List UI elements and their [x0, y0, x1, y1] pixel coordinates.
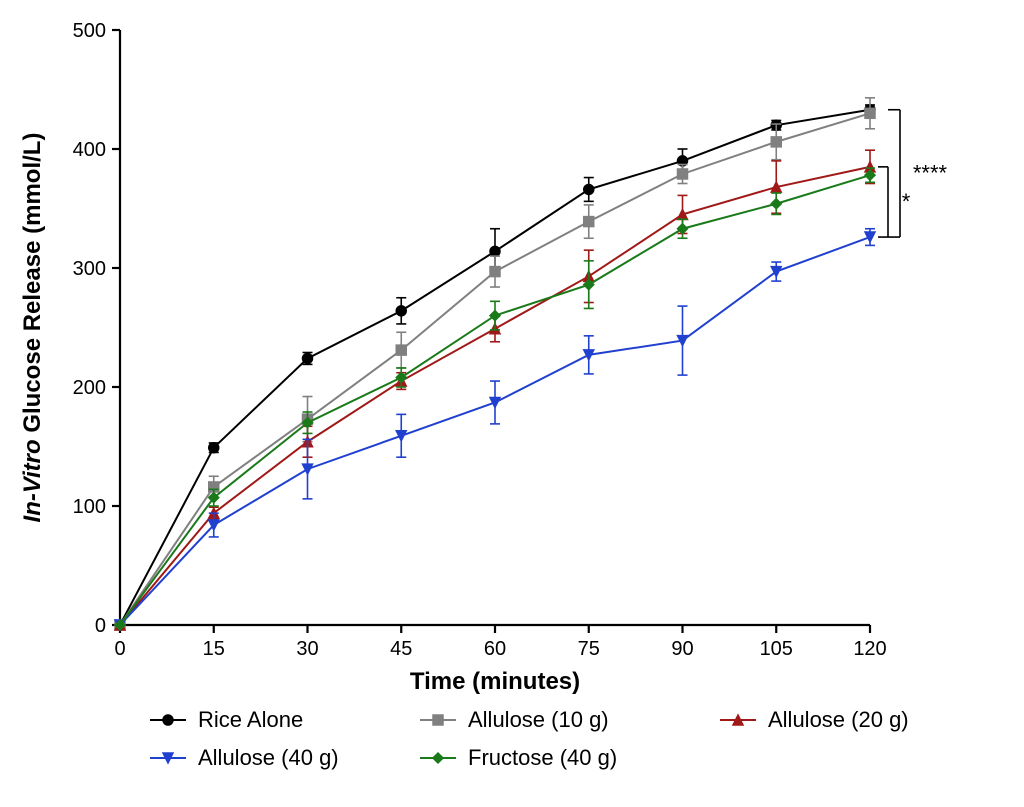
x-tick-label: 60 [484, 638, 506, 660]
x-tick-label: 30 [296, 638, 318, 660]
x-tick-label: 120 [853, 638, 886, 660]
y-tick-label: 200 [73, 377, 106, 399]
legend-label: Allulose (40 g) [198, 745, 339, 770]
x-tick-label: 45 [390, 638, 412, 660]
x-tick-label: 15 [203, 638, 225, 660]
y-tick-label: 300 [73, 258, 106, 280]
significance-label: * [902, 189, 911, 214]
line-chart: 0 100 200 300 400 500 0 15 30 45 60 75 90 105 120 Time … [0, 0, 1024, 807]
y-axis-title: In-Vitro Glucose Release (mmol/L) [19, 133, 46, 523]
y-tick-label: 100 [73, 496, 106, 518]
y-tick-label: 500 [73, 20, 106, 42]
chart-container: 0 100 200 300 400 500 0 15 30 45 60 75 90 105 120 Time … [0, 0, 1024, 807]
x-tick-label: 0 [114, 638, 125, 660]
x-tick-label: 75 [578, 638, 600, 660]
legend-label: Rice Alone [198, 707, 303, 732]
legend-label: Fructose (40 g) [468, 745, 617, 770]
x-tick-label: 105 [760, 638, 793, 660]
y-tick-label: 400 [73, 139, 106, 161]
x-tick-label: 90 [671, 638, 693, 660]
legend-label: Allulose (20 g) [768, 707, 909, 732]
significance-label: **** [913, 160, 948, 185]
legend-label: Allulose (10 g) [468, 707, 609, 732]
svg-text:In-Vitro Glucose Release (mmol: In-Vitro Glucose Release (mmol/L) [19, 133, 46, 523]
x-axis-title: Time (minutes) [410, 668, 580, 695]
y-tick-label: 0 [95, 615, 106, 637]
